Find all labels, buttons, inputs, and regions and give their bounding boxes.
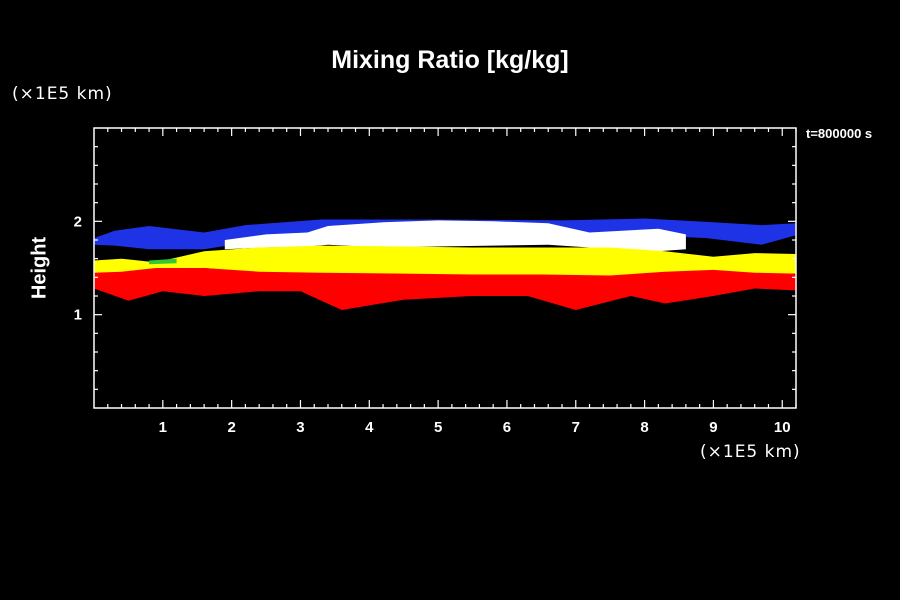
x-tick-label: 4	[365, 419, 374, 436]
x-tick-label: 2	[227, 419, 235, 436]
axis-ticks: 1 2 3 4 5 6 7 8 9 10 1 2	[74, 128, 797, 436]
chart-title: Mixing Ratio [kg/kg]	[331, 46, 569, 74]
x-tick-label: 8	[640, 419, 648, 436]
x-tick-label: 10	[774, 419, 791, 436]
plot-regions	[94, 218, 796, 310]
green-patch	[149, 258, 177, 265]
x-tick-label: 7	[572, 419, 580, 436]
x-tick-label: 1	[159, 419, 167, 436]
x-axis-unit: (×1E5 km)	[700, 442, 801, 462]
x-tick-label: 9	[709, 419, 717, 436]
white-layer	[224, 220, 686, 252]
x-tick-label: 6	[503, 419, 511, 436]
y-axis-unit: (×1E5 km)	[12, 84, 113, 104]
red-layer	[94, 268, 796, 310]
x-tick-label: 5	[434, 419, 442, 436]
yellow-layer	[94, 245, 796, 278]
plot-frame	[93, 127, 797, 409]
x-tick-label: 3	[296, 419, 304, 436]
time-label: t=800000 s	[806, 126, 873, 141]
y-tick-label: 1	[74, 307, 82, 324]
y-tick-label: 2	[74, 213, 82, 230]
